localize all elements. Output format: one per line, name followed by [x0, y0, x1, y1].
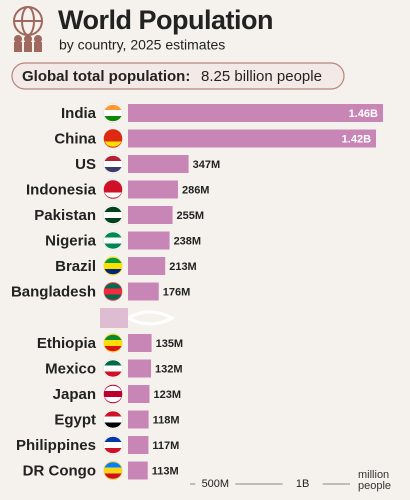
- value-label: 113M: [152, 465, 179, 477]
- category-label: Philippines: [16, 437, 96, 454]
- value-label: 286M: [182, 184, 210, 196]
- flag-bottom: [104, 397, 122, 403]
- category-label: Indonesia: [26, 181, 97, 198]
- category-label: Egypt: [54, 411, 96, 428]
- flag-bottom: [104, 141, 122, 147]
- value-label: 123M: [153, 389, 181, 401]
- annotation-box: [11, 62, 345, 90]
- bar: [128, 104, 384, 122]
- flag-top: [104, 232, 122, 238]
- flag-top: [104, 360, 122, 366]
- bar: [128, 385, 150, 403]
- bar: [128, 231, 170, 250]
- value-label: 1.42B: [342, 133, 371, 145]
- bar: [128, 155, 189, 173]
- value-label: 118M: [153, 414, 180, 426]
- bar: [128, 206, 173, 224]
- flag-bottom: [104, 243, 122, 249]
- x-tick-label: 500M: [202, 478, 230, 490]
- tick-label-bg: [282, 477, 323, 491]
- category-label: Ethiopia: [37, 335, 97, 352]
- bar: [128, 359, 152, 378]
- x-axis-label: million people: [358, 469, 392, 492]
- flag-bottom: [104, 294, 122, 300]
- value-label: 1.46B: [349, 108, 378, 120]
- flag-bottom: [104, 269, 122, 275]
- flag-bottom: [104, 218, 122, 224]
- logo: [13, 6, 43, 52]
- flag-top: [104, 155, 122, 161]
- flag-bottom: [104, 448, 122, 454]
- value-label: 347M: [193, 159, 221, 171]
- chart-title: World Population: [58, 5, 273, 35]
- flag-top: [104, 181, 122, 187]
- flag-bottom: [104, 192, 122, 198]
- value-label: 132M: [155, 363, 183, 375]
- flag-top: [104, 130, 122, 136]
- flag-bottom: [104, 346, 122, 352]
- annotation-value: 8.25 billion people: [201, 68, 322, 85]
- bar: [128, 334, 152, 352]
- category-label: Japan: [53, 386, 96, 403]
- flag-top: [104, 257, 122, 263]
- value-label: 213M: [169, 261, 197, 273]
- value-label: 135M: [156, 338, 184, 350]
- bar: [128, 257, 166, 275]
- annotation-label: Global total population:: [22, 68, 190, 85]
- flag-top: [104, 436, 122, 442]
- category-label: Mexico: [45, 360, 96, 377]
- category-label: Nigeria: [45, 232, 97, 249]
- category-label: Pakistan: [34, 207, 96, 224]
- bar: [128, 461, 148, 480]
- category-label: Bangladesh: [11, 283, 96, 300]
- flag-bottom: [104, 422, 122, 428]
- flag-top: [104, 334, 122, 340]
- flag-top: [104, 104, 122, 110]
- flag-top: [104, 385, 122, 391]
- category-label: DR Congo: [23, 462, 96, 479]
- value-label: 255M: [177, 210, 205, 222]
- flag-bottom: [104, 371, 122, 377]
- category-label: Brazil: [55, 258, 96, 275]
- chart-subtitle: by country, 2025 estimates: [59, 37, 225, 53]
- flag-top: [104, 462, 122, 468]
- value-label: 176M: [163, 286, 191, 298]
- bar: [128, 436, 149, 454]
- flag-bottom: [104, 116, 122, 122]
- bar: [128, 180, 178, 199]
- axis-break: [127, 310, 176, 326]
- value-label: 238M: [174, 235, 202, 247]
- flag-top: [104, 283, 122, 289]
- category-label: China: [54, 130, 96, 147]
- x-tick-label: 1B: [296, 478, 309, 490]
- value-label: 117M: [152, 440, 179, 452]
- category-label: India: [61, 105, 97, 122]
- flag-bottom: [104, 167, 122, 173]
- category-label: US: [75, 156, 96, 173]
- bar: [128, 129, 377, 148]
- flag-bottom: [104, 473, 122, 479]
- bar: [128, 410, 149, 429]
- axis-break-shade: [100, 308, 128, 328]
- flag-top: [104, 411, 122, 417]
- flag-top: [104, 206, 122, 212]
- bar: [128, 282, 159, 301]
- tick-label-bg: [195, 477, 236, 491]
